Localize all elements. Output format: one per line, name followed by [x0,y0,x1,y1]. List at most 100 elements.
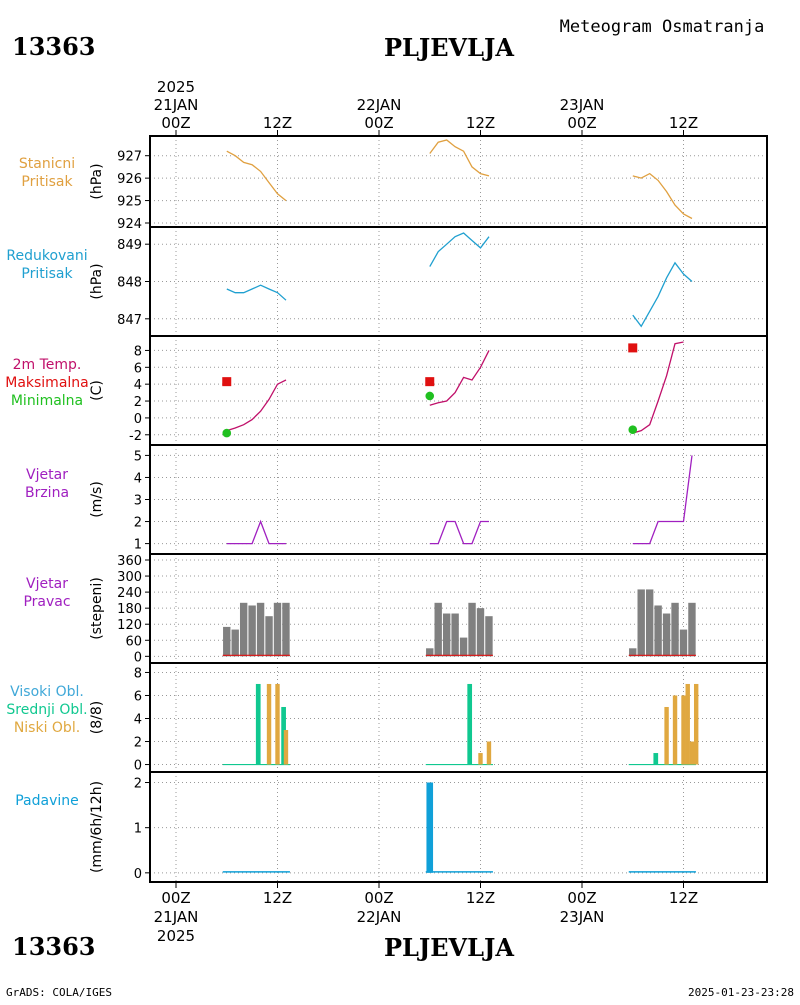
cloud-low-bar [672,695,678,765]
y-tick-label: 927 [117,150,142,165]
wind-direction-bar [442,613,451,657]
series-line-segment [226,379,287,432]
wind-direction-bar [231,629,239,657]
y-tick-label: 3 [134,494,142,509]
panel-labels: 2m Temp. Maksimalna Minimalna [5,357,89,409]
x-tick-label-bottom: 12Z [669,889,698,907]
x-tick-label-top: 00Z [161,114,190,132]
wind-direction-bar [248,605,256,657]
plot-area [222,341,684,438]
panel-label: Niski Obl. [14,720,80,736]
gridlines [150,336,767,445]
wind-direction-bar [654,605,662,657]
footer-timestamp: 2025-01-23-23:28 [688,986,794,999]
x-tick-label-bottom: 00Z [567,889,596,907]
station-name-bottom: PLJEVLJA [384,933,514,962]
panel-label: Vjetar [26,576,68,592]
panel-frame [149,771,768,883]
panel-labels: Stanicni Pritisak [19,156,75,190]
gridlines [150,227,767,336]
station-id-top: 13363 [12,32,96,61]
x-tick-label-top: 00Z [364,114,393,132]
y-tick-label: 120 [117,618,142,633]
x-tick-label-top: 12Z [263,114,292,132]
cloud-mid-bar [653,753,659,765]
time-axis-group: 00Z00Z21JAN21JAN12Z12Z00Z00Z22JAN22JAN12… [154,96,699,926]
panel-label: Stanicni [19,156,75,172]
series-line-segment [429,232,490,267]
plot-area [222,683,699,766]
wind-direction-bar [629,648,637,657]
cloud-low-bar [283,730,289,765]
tmin-marker [628,425,638,435]
y-tick-label: 0 [134,650,142,665]
precip-bar [426,782,434,873]
y-tick-label: 8 [134,344,142,359]
panel-label: Vjetar [26,467,68,483]
station-name-top: PLJEVLJA [384,33,514,62]
wind-direction-bar [671,602,679,657]
x-tick-label-top: 00Z [567,114,596,132]
x-tick-label-bottom: 12Z [466,889,495,907]
x-tick-label-top: 12Z [466,114,495,132]
tmax-marker [425,377,435,387]
panel-frame [149,335,768,446]
wind-direction-bar [468,602,476,657]
plot-area [226,455,693,545]
wind-direction-bar [637,589,645,657]
panel-frame [149,135,768,228]
y-tick-label: 300 [117,570,142,585]
tmax-marker [628,343,638,353]
cloud-mid-bar [281,706,286,765]
y-axis-label: (C) [89,380,105,401]
wind-direction-bar [476,608,485,657]
cloud-low-bar [486,741,492,765]
panel-clouds: 0 2 4 6 8 Visoki Obl. Srednji Obl. Niski Obl. (8… [6,662,768,774]
y-tick-label: 4 [134,471,142,486]
panel-precip: 0 1 2 Padavine (mm/6h/12h) [15,771,768,883]
cloud-low-bar [681,695,686,765]
y-axis-label: (m/s) [89,481,105,518]
y-tick-label: 5 [134,449,142,464]
y-tick-label: 1 [134,538,142,553]
tmin-marker [425,391,435,401]
y-tick-label: 180 [117,602,142,617]
series-line-segment [226,284,287,301]
panel-wind_speed: 1 2 3 4 5 Vjetar Brzina (m/s) [25,444,768,555]
y-tick-label: 848 [117,276,142,291]
y-tick-label: 4 [134,713,142,728]
wind-direction-bar [426,648,434,657]
x-date-label-top: 21JAN [154,96,199,114]
y-tick-label: 925 [117,195,142,210]
y-tick-label: 60 [125,634,142,649]
series-line-segment [632,172,693,220]
wind-direction-bar [273,602,282,657]
x-tick-label-bottom: 00Z [161,889,190,907]
plot-area [222,782,696,873]
y-tick-label: -2 [129,429,142,444]
y-axis-label: (8/8) [89,701,105,734]
gridlines [150,445,767,554]
panel-label: 2m Temp. [13,357,82,373]
panel-label: Pritisak [21,266,73,282]
y-tick-label: 926 [117,172,142,187]
panel-label: Pravac [23,594,70,610]
panel-label: Pritisak [21,174,73,190]
y-tick-label: 240 [117,586,142,601]
wind-direction-bar [679,629,688,657]
wind-direction-bar [662,613,671,657]
panel-label: Padavine [15,793,79,809]
cloud-mid-bar [467,683,473,765]
panel-redukovani: 847 848 849 Redukovani Pritisak (hPa) [6,226,768,337]
panel-labels: Redukovani Pritisak [6,248,87,282]
x-date-label-top: 22JAN [357,96,402,114]
panel-label: Maksimalna [5,375,89,391]
cloud-low-bar [275,683,280,765]
x-tick-label-bottom: 00Z [364,889,393,907]
y-tick-label: 2 [134,736,142,751]
y-tick-label: 924 [117,217,142,232]
x-date-label-bottom: 21JAN [154,908,199,926]
